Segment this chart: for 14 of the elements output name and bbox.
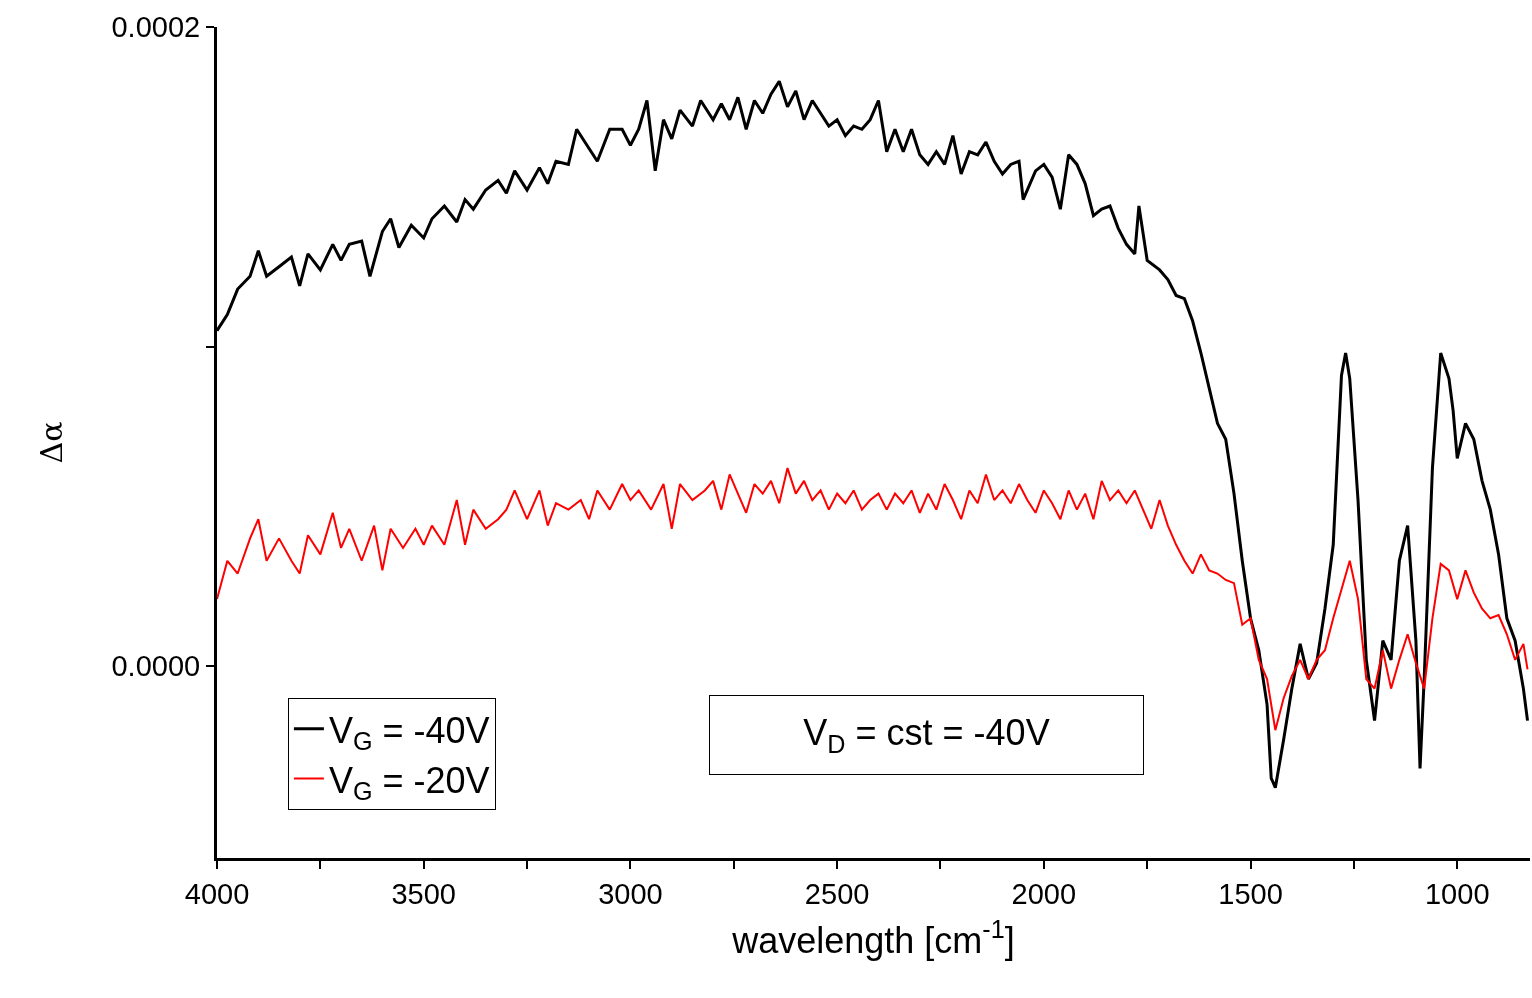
- x-tick-label: 3000: [598, 877, 663, 910]
- y-tick-label: 0.0002: [111, 11, 201, 44]
- y-axis-title: Δα: [34, 421, 70, 464]
- legend-label: V$_{G}$ = -20V: [328, 759, 490, 806]
- x-tick-label: 2500: [804, 877, 870, 910]
- x-tick-label: 3500: [391, 877, 456, 910]
- x-tick-label: 1500: [1218, 877, 1283, 910]
- legend-label: V$_{G}$ = -40V: [328, 709, 490, 756]
- x-axis-title: wavelength [cm$^{-1}$]: [731, 915, 1015, 962]
- y-tick-label: 0.0000: [111, 650, 201, 683]
- x-tick-label: 2000: [1011, 877, 1077, 910]
- x-tick-label: 1000: [1424, 877, 1490, 910]
- x-tick-label: 4000: [184, 877, 250, 910]
- annotation: V$_{D}$ = cst = -40V: [803, 712, 1050, 758]
